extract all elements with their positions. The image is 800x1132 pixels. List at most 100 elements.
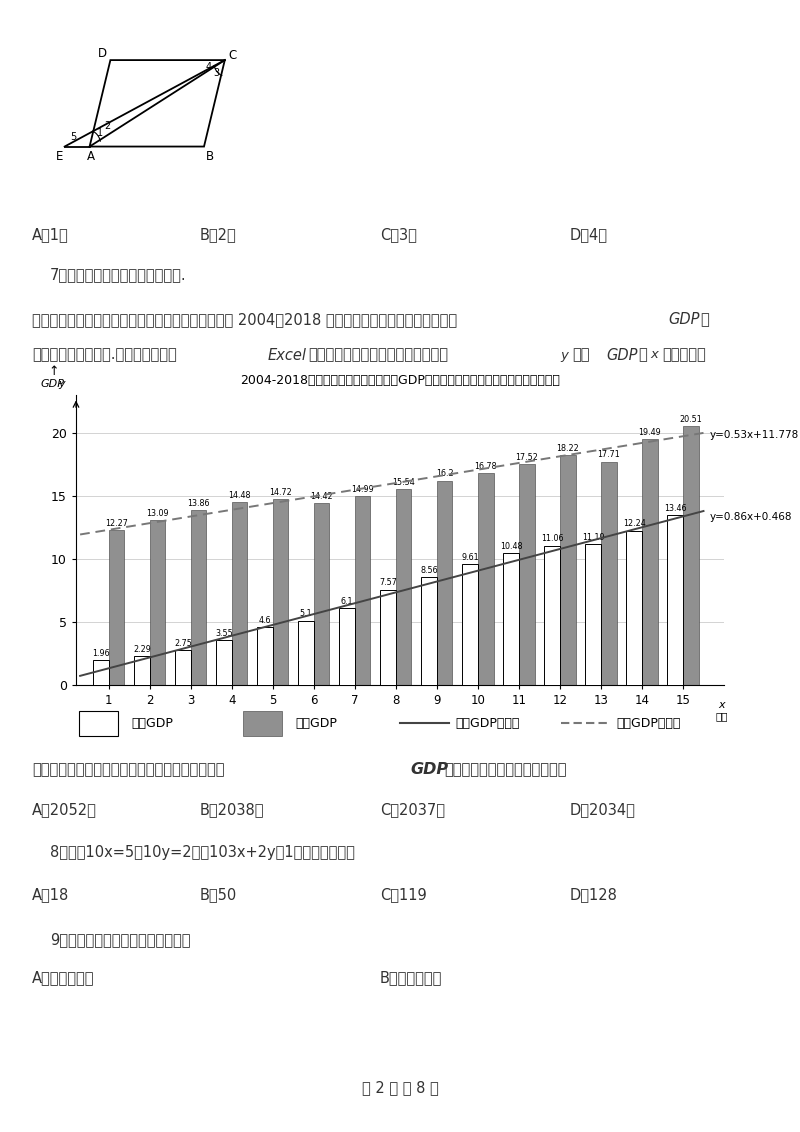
Text: E: E [56,149,63,163]
Text: A．垂线段最短: A．垂线段最短 [32,970,94,986]
Text: D: D [98,48,106,60]
Text: y: y [560,349,568,361]
Text: 4.6: 4.6 [259,616,271,625]
Text: 2.75: 2.75 [174,640,192,648]
Text: GDP: GDP [668,312,699,327]
Bar [519,464,534,685]
Text: 依据（资料）中所提供的信息，可以推算出中国的: 依据（资料）中所提供的信息，可以推算出中国的 [32,763,225,778]
Bar [150,520,166,685]
Text: A．2052年: A．2052年 [32,803,97,817]
Text: 第 2 页 共 8 页: 第 2 页 共 8 页 [362,1081,438,1096]
Text: 17.71: 17.71 [598,451,620,460]
Bar [216,641,232,685]
Text: B: B [206,149,214,163]
Bar [78,711,118,737]
Text: 15.54: 15.54 [392,478,415,487]
Bar [191,511,206,685]
Bar [396,489,411,685]
Text: 年数: 年数 [716,711,728,721]
Text: B．2038年: B．2038年 [200,803,265,817]
Text: 美国GDP趋势线: 美国GDP趋势线 [617,717,681,730]
Text: C．3个: C．3个 [380,228,417,242]
Text: C: C [228,49,236,61]
Text: 12.24: 12.24 [623,520,646,529]
Text: 16.2: 16.2 [436,470,454,479]
Text: 9．下列命题中，假命题是（　　）: 9．下列命题中，假命题是（ ） [50,933,190,947]
Text: 表示: 表示 [572,348,590,362]
Bar [586,543,601,685]
Text: 7.57: 7.57 [379,578,397,588]
Text: y: y [58,379,65,389]
Text: B．2个: B．2个 [200,228,237,242]
Bar [273,499,289,685]
Text: GDP: GDP [606,348,638,362]
Bar [314,504,330,685]
Text: 11.06: 11.06 [541,534,563,543]
Text: 3.55: 3.55 [215,629,233,638]
Text: 13.46: 13.46 [664,504,686,513]
Text: 直方图及发展趋势线.（注：趋势线由: 直方图及发展趋势线.（注：趋势线由 [32,348,177,362]
Text: 13.09: 13.09 [146,508,169,517]
Bar [462,564,478,685]
Text: B．同位角相等: B．同位角相等 [380,970,442,986]
Text: 14.42: 14.42 [310,492,333,501]
Text: A: A [86,149,94,163]
Text: 16.78: 16.78 [474,462,497,471]
Text: GDP: GDP [410,763,448,778]
Text: D．2034年: D．2034年 [570,803,636,817]
Bar [109,530,124,685]
Bar [339,608,355,685]
Bar [478,473,494,685]
Text: Excel: Excel [268,348,307,362]
Text: ↑: ↑ [49,365,59,378]
Text: （资料）：如图，这是根据公开资料整理绘制而成的 2004－2018 年中美两国国内生产总值（　　）: （资料）：如图，这是根据公开资料整理绘制而成的 2004－2018 年中美两国国… [32,312,457,327]
Text: 9.61: 9.61 [462,552,479,561]
Text: ，: ， [638,348,646,362]
Bar [380,590,396,685]
Text: B．50: B．50 [200,887,238,902]
Text: GDP: GDP [40,379,64,389]
Text: x: x [718,700,726,710]
Text: 14.99: 14.99 [351,484,374,494]
Bar [560,455,575,685]
Text: 4: 4 [206,62,212,72]
Text: 1.96: 1.96 [92,649,110,658]
Bar [683,427,698,685]
Text: 14.72: 14.72 [270,488,292,497]
Text: y=0.53x+11.778: y=0.53x+11.778 [710,430,799,440]
Bar [544,546,560,685]
Bar [94,660,109,685]
Text: 的: 的 [700,312,709,327]
Bar [642,439,658,685]
Text: 8.56: 8.56 [420,566,438,575]
Title: 2004-2018年中美两国国内生产总值（GDP，单位：万亿美元）直方图及发展趋势线: 2004-2018年中美两国国内生产总值（GDP，单位：万亿美元）直方图及发展趋… [240,374,560,387]
Text: 中国GDP趋势线: 中国GDP趋势线 [456,717,520,730]
Text: D．4个: D．4个 [570,228,608,242]
Text: 18.22: 18.22 [556,444,579,453]
Bar [355,496,370,685]
Text: 14.48: 14.48 [228,491,251,500]
Text: 2: 2 [104,121,110,131]
Bar [258,627,273,685]
Text: C．2037年: C．2037年 [380,803,445,817]
Bar [422,577,437,685]
Bar [175,650,191,685]
Text: 2.29: 2.29 [133,645,151,654]
Text: 20.51: 20.51 [679,415,702,424]
Bar [626,531,642,685]
Bar [298,620,314,685]
Text: 8．已知10x=5，10y=2，则103x+2y－1的值为（　　）: 8．已知10x=5，10y=2，则103x+2y－1的值为（ ） [50,844,355,859]
Bar [667,515,683,685]
Text: 表示年数）: 表示年数） [662,348,706,362]
Text: 中国GDP: 中国GDP [131,717,173,730]
Text: x: x [650,349,658,361]
Bar [437,481,453,685]
Text: 美国GDP: 美国GDP [295,717,337,730]
Text: 17.52: 17.52 [515,453,538,462]
Bar [503,552,519,685]
Text: A．1个: A．1个 [32,228,69,242]
Text: 系统根据数据自动生成，趋势线中的: 系统根据数据自动生成，趋势线中的 [308,348,448,362]
Text: A．18: A．18 [32,887,70,902]
Text: C．119: C．119 [380,887,426,902]
Text: 19.49: 19.49 [638,428,661,437]
